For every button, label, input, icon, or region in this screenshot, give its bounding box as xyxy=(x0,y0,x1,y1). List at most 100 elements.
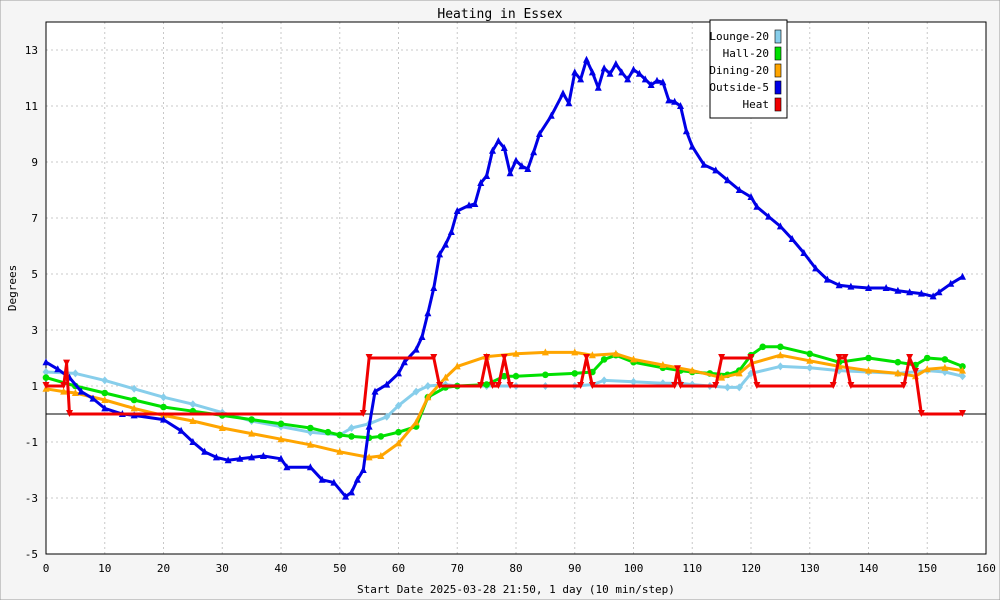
dining-20-point xyxy=(277,435,285,443)
hall-20-point xyxy=(500,372,508,380)
heat-point xyxy=(841,354,849,361)
legend: Lounge-20 Hall-20 Dining-20 Outside-5 Heat xyxy=(709,19,788,119)
plot-frame xyxy=(45,21,987,555)
y-tick-label: 9 xyxy=(31,156,38,169)
lounge-20-point xyxy=(189,400,197,409)
outside-5-point xyxy=(400,358,408,366)
lounge-20-point xyxy=(600,376,608,385)
outside-5-point xyxy=(236,454,244,462)
lounge-20-point xyxy=(630,377,637,386)
outside-5-point xyxy=(812,264,820,272)
outside-5-point xyxy=(612,60,620,67)
x-tick-label: 50 xyxy=(333,562,346,575)
heat-point xyxy=(365,354,373,361)
dining-20-point xyxy=(688,366,696,374)
outside-5-point xyxy=(330,478,338,486)
heat-point xyxy=(588,382,596,389)
outside-5-point xyxy=(489,146,496,154)
legend-label-heat: Heat xyxy=(743,98,770,111)
lounge-20-point xyxy=(101,376,109,385)
outside-5-point xyxy=(483,172,491,179)
outside-5-point xyxy=(835,281,843,289)
y-tick-label: -1 xyxy=(25,436,38,449)
dining-20-point xyxy=(218,424,226,431)
heat-point xyxy=(835,354,843,361)
hall-20-point xyxy=(483,381,490,388)
tick-labels: 0 10 20 30 40 50 60 70 80 90 100 110 120 130 140 150 160… xyxy=(25,44,996,575)
dining-20-point xyxy=(130,404,138,412)
outside-5-point xyxy=(477,179,485,186)
outside-5-point xyxy=(212,453,220,461)
heat-point xyxy=(900,382,908,389)
outside-5-point xyxy=(588,68,596,76)
lounge-20-point xyxy=(806,363,814,372)
outside-5-point xyxy=(635,69,643,77)
outside-5-point xyxy=(436,250,444,258)
outside-5-point xyxy=(594,83,602,91)
outside-5-point xyxy=(348,488,355,496)
outside-5-point xyxy=(442,240,449,248)
y-tick-label: 5 xyxy=(31,268,38,281)
outside-5-point xyxy=(788,235,796,242)
heat-point xyxy=(747,354,755,361)
outside-5-point xyxy=(201,447,209,455)
outside-5-point xyxy=(935,288,943,296)
x-tick-label: 110 xyxy=(682,562,702,575)
heat-point xyxy=(829,382,837,389)
lounge-20-point xyxy=(424,382,432,390)
dining-20-point xyxy=(248,429,256,437)
outside-5-point xyxy=(371,387,379,395)
heat-point xyxy=(477,382,485,389)
hall-20-point xyxy=(959,363,966,370)
outside-5-point xyxy=(383,380,391,388)
dining-20-point xyxy=(776,351,784,359)
series-layer xyxy=(42,55,966,500)
heat-point xyxy=(847,382,855,389)
lounge-20-point xyxy=(735,383,743,392)
outside-5-point xyxy=(365,422,373,430)
dining-20-point xyxy=(735,369,743,377)
outside-5-point xyxy=(747,193,755,200)
heat-point xyxy=(959,410,966,417)
heat-point xyxy=(359,410,367,417)
legend-label-dining-20: Dining-20 xyxy=(709,64,769,77)
outside-5-point xyxy=(671,97,679,105)
dining-20-point xyxy=(718,373,726,381)
x-tick-label: 120 xyxy=(741,562,761,575)
heat-point xyxy=(912,368,919,375)
outside-5-point xyxy=(536,130,543,137)
lounge-20-point xyxy=(42,368,50,376)
x-tick-label: 0 xyxy=(43,562,50,575)
dining-20-point xyxy=(336,447,344,455)
x-axis-label: Start Date 2025-03-28 21:50, 1 day (10 m… xyxy=(357,583,675,596)
outside-5-point xyxy=(600,64,608,72)
lounge-20-point xyxy=(130,384,138,393)
hall-20-point xyxy=(395,428,402,436)
outside-5-point xyxy=(641,75,649,83)
legend-label-outside-5: Outside-5 xyxy=(709,81,769,94)
heat-point xyxy=(583,354,590,361)
dining-20-point xyxy=(612,349,620,357)
outside-5-point xyxy=(283,463,291,471)
dining-20-point xyxy=(412,418,420,426)
outside-5-point xyxy=(700,160,708,168)
outside-5-point xyxy=(447,228,455,235)
dining-20-point xyxy=(189,417,197,424)
legend-swatch-heat xyxy=(774,97,782,112)
heat-point xyxy=(718,354,726,361)
hall-20-point xyxy=(542,371,549,379)
outside-5-point xyxy=(847,282,855,290)
outside-5-point xyxy=(753,202,761,210)
lounge-20-point xyxy=(348,424,355,432)
x-tick-label: 60 xyxy=(392,562,405,575)
outside-5-point xyxy=(453,207,461,214)
hall-20-point xyxy=(806,350,814,358)
outside-5-point xyxy=(160,415,167,423)
heat-point xyxy=(674,365,682,373)
heat-point xyxy=(42,382,50,389)
outside-5-point xyxy=(177,426,185,434)
outside-5-point xyxy=(800,249,808,256)
lounge-20-point xyxy=(959,372,966,381)
outside-5-point xyxy=(518,162,526,170)
y-axis-label: Degrees xyxy=(6,265,19,311)
